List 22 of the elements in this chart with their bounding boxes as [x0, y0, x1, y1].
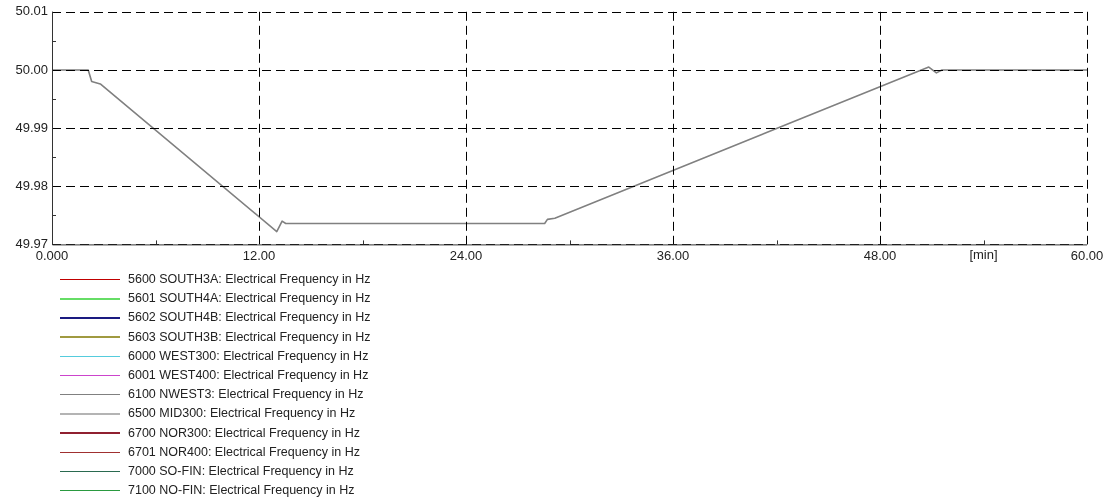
- x-tick-label: 24.00: [449, 247, 483, 263]
- legend-label: 6001 WEST400: Electrical Frequency in Hz: [128, 366, 369, 384]
- x-tick-label: 36.00: [656, 247, 690, 263]
- x-axis-title: [min]: [969, 247, 998, 263]
- legend-label: 7100 NO-FIN: Electrical Frequency in Hz: [128, 482, 355, 500]
- legend-label: 7000 SO-FIN: Electrical Frequency in Hz: [128, 462, 354, 480]
- legend-label: 6000 WEST300: Electrical Frequency in Hz: [128, 347, 369, 365]
- x-tick-label: 60.00: [1070, 247, 1104, 263]
- y-tick-label: 49.99: [15, 119, 48, 135]
- legend-label: 5600 SOUTH3A: Electrical Frequency in Hz: [128, 271, 371, 288]
- x-tick-label: 48.00: [863, 247, 897, 263]
- legend-label: 5602 SOUTH4B: Electrical Frequency in Hz: [128, 309, 371, 327]
- legend-label: 6700 NOR300: Electrical Frequency in Hz: [128, 424, 361, 442]
- y-tick-label: 49.98: [15, 177, 48, 193]
- y-tick-label: 50.01: [15, 3, 48, 19]
- legend-label: 5601 SOUTH4A: Electrical Frequency in Hz: [128, 290, 371, 308]
- y-tick-label: 50.00: [15, 61, 48, 77]
- x-tick-label: 12.00: [242, 247, 276, 263]
- legend-label: 6701 NOR400: Electrical Frequency in Hz: [128, 443, 361, 461]
- legend-label: 5603 SOUTH3B: Electrical Frequency in Hz: [128, 328, 371, 346]
- legend-label: 6500 MID300: Electrical Frequency in Hz: [128, 405, 356, 423]
- legend-label: 6100 NWEST3: Electrical Frequency in Hz: [128, 386, 364, 404]
